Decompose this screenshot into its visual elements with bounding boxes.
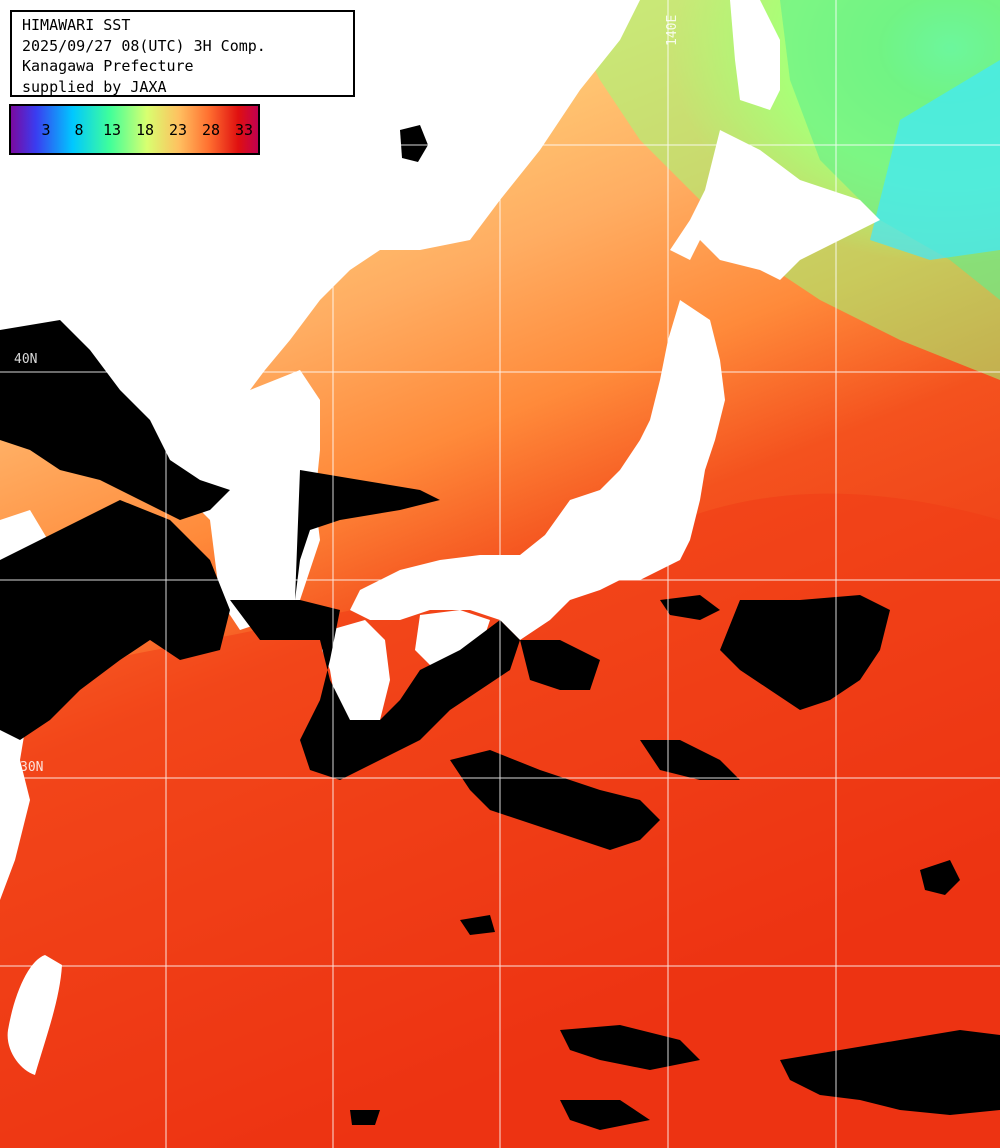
cloud-area-east-china-sea — [0, 500, 230, 740]
grid-label-140e: 140E — [665, 14, 680, 46]
hokkaido-island — [670, 130, 880, 280]
cloud-patch-5 — [350, 1110, 380, 1125]
cloud-area-south-1 — [560, 1025, 700, 1070]
cloud-patch-6 — [460, 915, 495, 935]
map-timestamp: 2025/09/27 08(UTC) 3H Comp. — [22, 36, 266, 55]
cloud-patch-7 — [400, 125, 428, 162]
legend-tick: 18 — [135, 121, 155, 139]
cloud-patch-4 — [560, 1100, 650, 1130]
map-info-box: HIMAWARI SST 2025/09/27 08(UTC) 3H Comp.… — [10, 10, 355, 97]
grid-label-30n: 30N — [20, 760, 44, 775]
map-credit: supplied by JAXA — [22, 77, 167, 96]
legend-tick-labels: 3 8 13 18 23 28 33 — [11, 106, 258, 153]
cloud-area-kii — [520, 640, 600, 690]
cloud-area-korea-strait — [295, 470, 440, 600]
sakhalin-island — [730, 0, 780, 110]
temperature-legend: 3 8 13 18 23 28 33 — [9, 104, 260, 155]
legend-tick: 33 — [234, 121, 254, 139]
oyashio-cold-current — [870, 60, 1000, 260]
legend-tick: 23 — [168, 121, 188, 139]
cloud-area-yellow-sea — [0, 320, 230, 520]
cloud-area-pacific-south — [450, 750, 660, 850]
honshu-island — [350, 300, 725, 640]
map-region: Kanagawa Prefecture — [22, 57, 194, 75]
cloud-patch-1 — [660, 595, 720, 620]
map-title: HIMAWARI SST — [22, 16, 131, 34]
legend-tick: 8 — [74, 121, 84, 139]
cloud-patch-2 — [640, 740, 740, 780]
cloud-area-east-pacific — [720, 595, 890, 710]
cloud-area-south-kyushu — [230, 600, 520, 780]
legend-tick: 13 — [102, 121, 122, 139]
legend-tick: 3 — [41, 121, 51, 139]
legend-tick: 28 — [201, 121, 221, 139]
cloud-area-south-2 — [780, 1030, 1000, 1115]
grid-label-40n: 40N — [14, 352, 38, 367]
legend-color-bar — [11, 106, 258, 153]
cloud-patch-3 — [920, 860, 960, 895]
taiwan-island — [7, 955, 62, 1075]
